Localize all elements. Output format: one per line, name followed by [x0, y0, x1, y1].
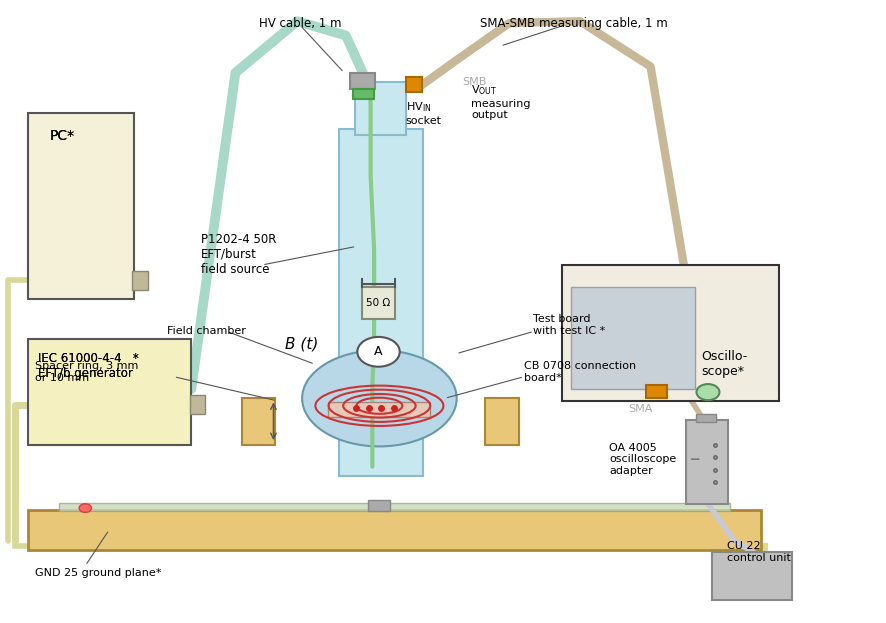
Bar — [686, 420, 728, 504]
Text: V$_{\mathregular{OUT}}$
measuring
output: V$_{\mathregular{OUT}}$ measuring output — [471, 83, 531, 120]
Text: CU 22
control unit: CU 22 control unit — [727, 541, 791, 563]
Bar — [242, 398, 276, 445]
Bar — [361, 287, 395, 319]
Text: OA 4005
oscilloscope
adapter: OA 4005 oscilloscope adapter — [609, 442, 676, 476]
Bar — [696, 414, 716, 422]
Text: PC*: PC* — [50, 128, 75, 143]
Bar — [354, 82, 406, 135]
Bar — [712, 551, 792, 600]
Bar — [406, 77, 422, 92]
Text: CB 0708 connection
board*: CB 0708 connection board* — [525, 361, 636, 383]
Bar — [27, 510, 761, 550]
Bar — [368, 500, 390, 511]
Text: PC*: PC* — [50, 128, 75, 143]
Text: IEC 61000-4-4   *
EFT/b generator: IEC 61000-4-4 * EFT/b generator — [38, 352, 139, 380]
Text: HV$_{\mathregular{IN}}$
socket: HV$_{\mathregular{IN}}$ socket — [406, 100, 442, 126]
Text: IEC 61000-4-4   *
EFT/b generator: IEC 61000-4-4 * EFT/b generator — [38, 352, 139, 380]
Bar — [646, 384, 667, 398]
Text: B (t): B (t) — [285, 336, 318, 351]
Text: Test board
with test IC *: Test board with test IC * — [533, 315, 605, 336]
Bar — [27, 340, 191, 445]
Circle shape — [79, 504, 91, 513]
Bar — [486, 398, 519, 445]
Text: SMA: SMA — [628, 404, 652, 414]
Bar — [563, 265, 779, 401]
Circle shape — [696, 384, 719, 400]
Ellipse shape — [302, 350, 456, 447]
Text: A: A — [374, 345, 383, 358]
Text: Spacer ring, 3 mm
or 10 mm: Spacer ring, 3 mm or 10 mm — [35, 361, 138, 383]
Bar — [350, 73, 375, 90]
Bar — [58, 503, 730, 511]
Bar — [353, 89, 374, 99]
Bar — [571, 287, 695, 389]
Bar — [132, 271, 148, 290]
Circle shape — [357, 337, 400, 367]
Bar — [328, 402, 430, 417]
Text: 50 Ω: 50 Ω — [366, 298, 391, 308]
Bar — [190, 395, 206, 414]
Text: Field chamber: Field chamber — [167, 326, 246, 336]
Text: SMA-SMB measuring cable, 1 m: SMA-SMB measuring cable, 1 m — [480, 17, 667, 30]
Text: HV cable, 1 m: HV cable, 1 m — [259, 17, 341, 30]
Text: Oscillo-
scope*: Oscillo- scope* — [701, 350, 747, 378]
Bar — [27, 113, 134, 299]
Text: P1202-4 50R
EFT/burst
field source: P1202-4 50R EFT/burst field source — [201, 233, 276, 276]
Text: GND 25 ground plane*: GND 25 ground plane* — [35, 568, 161, 578]
Text: SMB: SMB — [462, 77, 486, 87]
Bar — [338, 128, 423, 476]
